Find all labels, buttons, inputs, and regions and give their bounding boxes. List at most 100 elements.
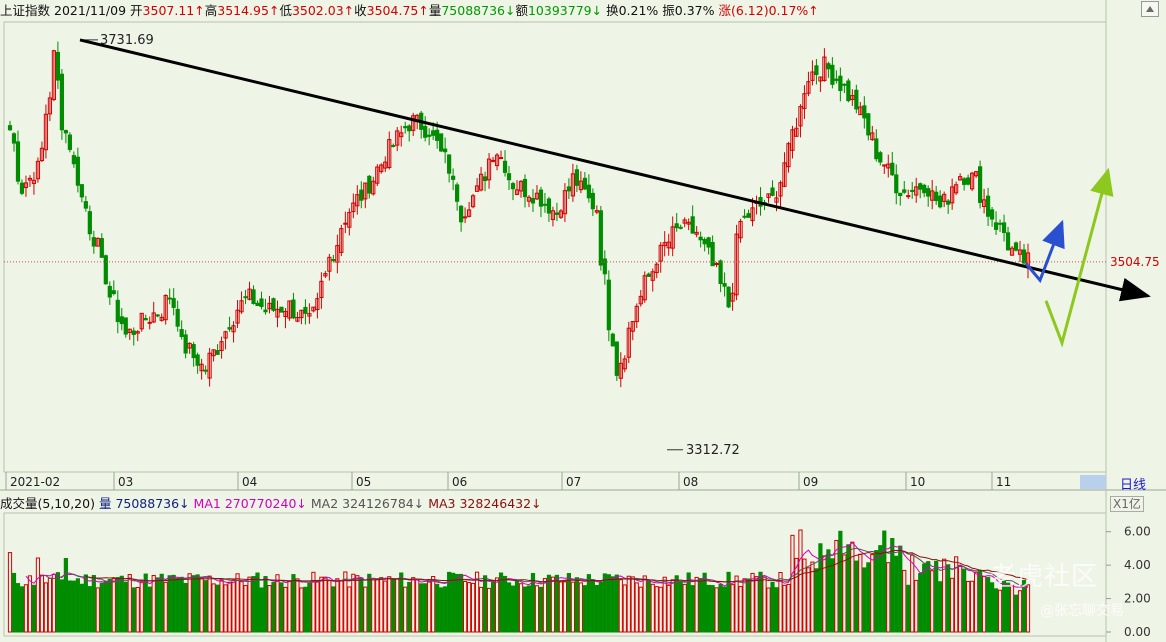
- candle: [502, 160, 508, 173]
- candle: [187, 342, 192, 349]
- volume-bar: [135, 587, 140, 633]
- candle: [790, 129, 795, 151]
- candle: [898, 192, 903, 197]
- candle: [630, 321, 635, 332]
- volume-bar: [79, 583, 84, 633]
- volume-bar: [718, 584, 723, 633]
- volume-bar: [714, 587, 719, 633]
- candle: [962, 178, 967, 185]
- volume-bar: [530, 572, 536, 633]
- candle: [610, 333, 615, 347]
- candle: [119, 316, 124, 325]
- candle: [554, 212, 560, 215]
- candle: [63, 130, 68, 134]
- volume-bar: [39, 574, 45, 633]
- volume-bar: [139, 581, 144, 633]
- collapse-icon[interactable]: [1141, 1, 1159, 17]
- candle: [614, 341, 619, 376]
- volume-bar: [662, 576, 667, 633]
- volume-bar: [834, 539, 839, 633]
- candle: [942, 193, 947, 202]
- candle: [666, 241, 671, 249]
- volume-bar: [427, 581, 432, 633]
- volume-bar: [686, 572, 691, 633]
- volume-bar: [954, 556, 959, 633]
- volume-bar: [51, 573, 57, 633]
- candle: [993, 222, 999, 230]
- volume-bar: [962, 568, 967, 633]
- candle: [315, 298, 320, 311]
- candle: [143, 317, 148, 321]
- volume-bar: [830, 558, 835, 633]
- volume-bar: [598, 581, 603, 633]
- volume-bar: [806, 567, 811, 633]
- candle: [590, 192, 595, 210]
- volume-bar: [930, 570, 935, 633]
- volume-bar: [502, 575, 508, 633]
- volume-bar: [75, 578, 80, 633]
- volume-bar: [307, 582, 312, 633]
- candle: [470, 195, 476, 208]
- candle: [902, 189, 907, 193]
- candle: [215, 350, 220, 355]
- candle: [1005, 232, 1011, 251]
- candle: [977, 166, 983, 203]
- volume-bar: [602, 573, 607, 633]
- volume-bar: [375, 578, 380, 633]
- volume-bar: [538, 586, 544, 633]
- volume-bar: [387, 576, 392, 633]
- volume-bar: [550, 576, 556, 633]
- candle: [997, 222, 1003, 225]
- candle: [251, 289, 256, 305]
- volume-bar: [594, 584, 599, 633]
- volume-bar: [251, 576, 256, 633]
- high-dir: ↑: [268, 3, 280, 18]
- candle: [395, 130, 400, 146]
- candle: [981, 199, 987, 208]
- candle: [646, 273, 651, 277]
- candle: [934, 191, 939, 202]
- candle: [506, 173, 512, 181]
- volume-bar: [678, 581, 683, 633]
- candle: [47, 97, 53, 115]
- volume-bar: [790, 534, 795, 633]
- volume-bar: [7, 552, 13, 633]
- watermark: 老虎社区: [990, 562, 1099, 592]
- candle: [439, 133, 444, 152]
- volume-bar: [463, 581, 468, 633]
- volume-bar: [91, 574, 96, 633]
- volume-bar: [259, 587, 264, 633]
- volume-dir: ↓: [504, 3, 516, 18]
- candle: [710, 242, 715, 267]
- volume-bar: [155, 577, 160, 633]
- volume-bar: [478, 586, 484, 633]
- volume-bar: [167, 575, 172, 633]
- volume-bar: [578, 582, 583, 633]
- volume-bar: [191, 575, 196, 633]
- volume-bar: [291, 574, 296, 633]
- volume-bar: [754, 576, 759, 633]
- volume-bar: [111, 578, 116, 633]
- candle: [367, 175, 372, 194]
- volume-bar: [367, 573, 372, 633]
- candle: [31, 179, 37, 184]
- candle: [455, 184, 460, 202]
- open-label: 开: [130, 3, 143, 18]
- candle: [355, 194, 360, 207]
- period-tab[interactable]: 日线: [1120, 478, 1147, 493]
- low-value: 3502.03: [291, 3, 344, 18]
- volume-bar: [802, 558, 807, 633]
- volume-bar: [171, 574, 176, 633]
- volume-bar: [315, 579, 320, 633]
- candle: [742, 215, 747, 218]
- candle: [638, 295, 643, 305]
- volume-bar: [363, 586, 368, 633]
- volume-bar: [371, 577, 376, 633]
- volume-bar: [498, 572, 504, 633]
- volume-bar: [854, 560, 859, 633]
- x-tick-label: 2021-02: [10, 475, 60, 489]
- volume-bar: [219, 579, 224, 633]
- candle: [602, 258, 607, 275]
- candle: [211, 349, 216, 357]
- candle: [914, 186, 919, 196]
